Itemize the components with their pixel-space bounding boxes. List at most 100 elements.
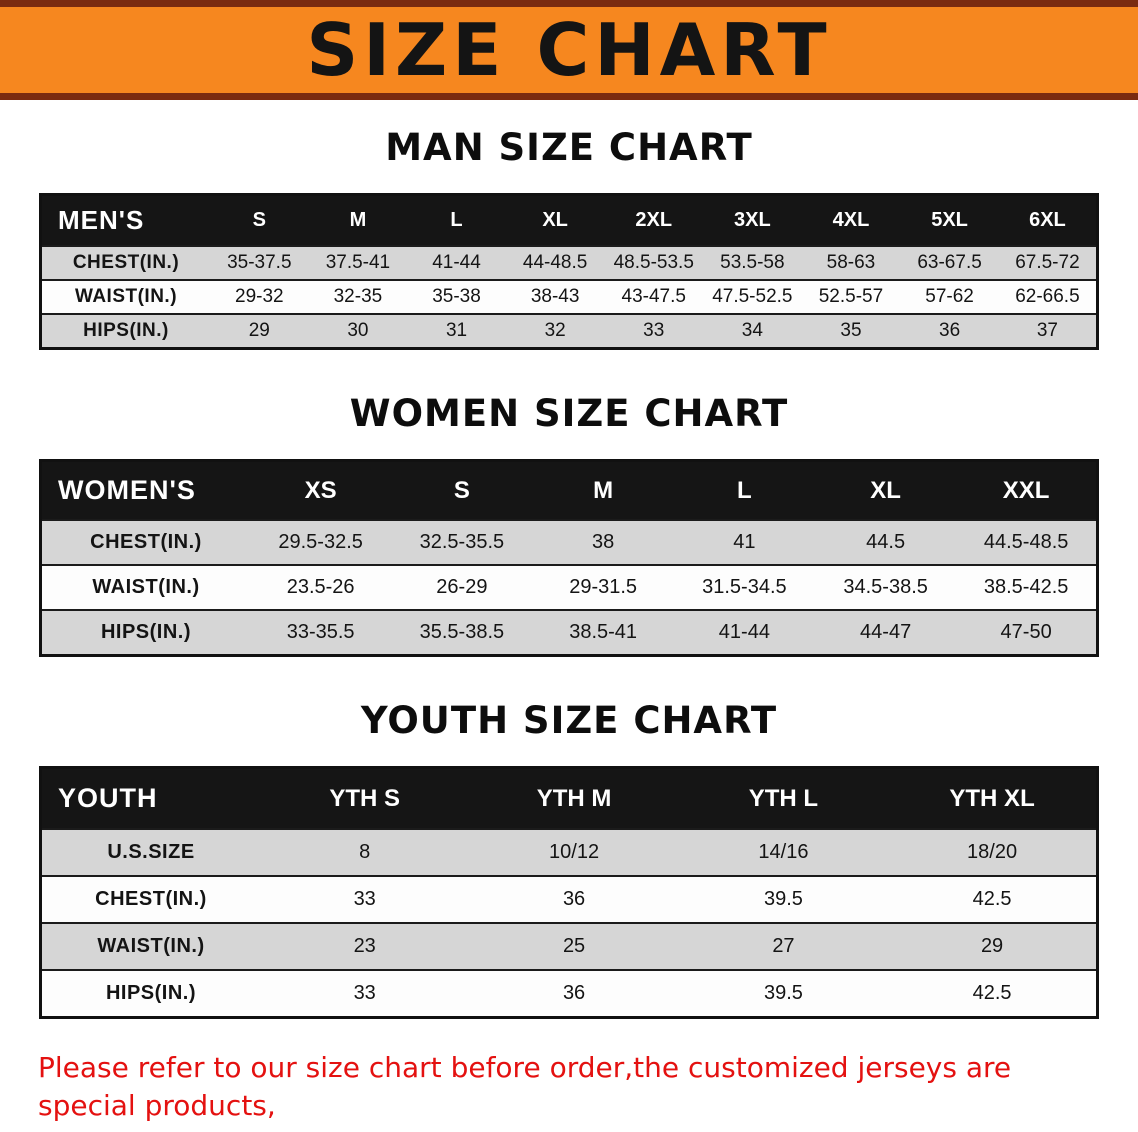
row-label: WAIST(IN.) xyxy=(40,279,210,314)
size-value: 47.5-52.5 xyxy=(703,279,802,314)
size-value: 35.5-38.5 xyxy=(391,609,533,656)
size-value: 32 xyxy=(505,313,605,349)
size-value: 39.5 xyxy=(678,875,889,923)
size-column-header: 4XL xyxy=(801,194,901,246)
size-value: 39.5 xyxy=(678,969,889,1018)
youth-size-table: YOUTH YTH S YTH M YTH L YTH XL U.S.SIZE 8 10/12… xyxy=(39,766,1099,1019)
size-value: 27 xyxy=(678,922,889,970)
size-value: 29-31.5 xyxy=(532,564,674,610)
size-value: 14/16 xyxy=(678,828,889,876)
size-value: 33 xyxy=(604,313,704,349)
size-value: 37.5-41 xyxy=(308,245,408,280)
size-value: 38.5-41 xyxy=(532,609,674,656)
table-title-cell: WOMEN'S xyxy=(40,460,250,520)
table-row: HIPS(IN.) 29 30 31 32 33 34 35 36 37 xyxy=(40,313,1098,349)
disclaimer-line-2: we don't accept cancel, change, teturn o… xyxy=(38,1125,1108,1132)
size-column-header: YTH L xyxy=(678,767,889,829)
size-column-header: M xyxy=(308,194,408,246)
size-column-header: S xyxy=(391,460,533,520)
table-row: U.S.SIZE 8 10/12 14/16 18/20 xyxy=(40,828,1098,876)
size-value: 32.5-35.5 xyxy=(391,519,533,565)
table-header-row: YOUTH YTH S YTH M YTH L YTH XL xyxy=(40,767,1098,829)
row-label: HIPS(IN.) xyxy=(40,313,210,349)
size-value: 35 xyxy=(801,313,901,349)
size-column-header: L xyxy=(407,194,506,246)
size-value: 43-47.5 xyxy=(604,279,704,314)
size-value: 36 xyxy=(469,875,679,923)
size-value: 33 xyxy=(260,875,470,923)
table-row: CHEST(IN.) 29.5-32.5 32.5-35.5 38 41 44.5 44.5… xyxy=(40,519,1098,565)
size-column-header: 3XL xyxy=(703,194,802,246)
table-row: CHEST(IN.) 33 36 39.5 42.5 xyxy=(40,875,1098,923)
size-value: 36 xyxy=(469,969,679,1018)
size-value: 35-38 xyxy=(407,279,506,314)
disclaimer-line-1: Please refer to our size chart before or… xyxy=(38,1051,1012,1122)
size-value: 35-37.5 xyxy=(210,245,309,280)
size-value: 48.5-53.5 xyxy=(604,245,704,280)
table-title-cell: MEN'S xyxy=(40,194,210,246)
size-value: 41 xyxy=(673,519,815,565)
row-label: CHEST(IN.) xyxy=(40,245,210,280)
size-value: 18/20 xyxy=(888,828,1098,876)
men-size-table: MEN'S S M L XL 2XL 3XL 4XL 5XL 6XL CHEST(IN.) 35-37… xyxy=(39,193,1099,350)
size-column-header: 6XL xyxy=(998,194,1098,246)
table-row: WAIST(IN.) 23.5-26 26-29 29-31.5 31.5-34.5 34… xyxy=(40,564,1098,610)
size-value: 33 xyxy=(260,969,470,1018)
size-column-header: XL xyxy=(505,194,605,246)
size-column-header: 5XL xyxy=(900,194,999,246)
size-value: 63-67.5 xyxy=(900,245,999,280)
table-row: CHEST(IN.) 35-37.5 37.5-41 41-44 44-48.5 48.5… xyxy=(40,245,1098,280)
size-value: 36 xyxy=(900,313,999,349)
size-value: 42.5 xyxy=(888,969,1098,1018)
row-label: U.S.SIZE xyxy=(40,828,260,876)
size-value: 34 xyxy=(703,313,802,349)
size-value: 67.5-72 xyxy=(998,245,1098,280)
size-value: 37 xyxy=(998,313,1098,349)
size-value: 53.5-58 xyxy=(703,245,802,280)
table-header-row: WOMEN'S XS S M L XL XXL xyxy=(40,460,1098,520)
table-row: HIPS(IN.) 33-35.5 35.5-38.5 38.5-41 41-44 44-… xyxy=(40,609,1098,656)
size-value: 57-62 xyxy=(900,279,999,314)
youth-section-heading: YOUTH SIZE CHART xyxy=(360,699,778,742)
row-label: WAIST(IN.) xyxy=(40,922,260,970)
size-value: 44-48.5 xyxy=(505,245,605,280)
table-row: WAIST(IN.) 29-32 32-35 35-38 38-43 43-47.5 47.… xyxy=(40,279,1098,314)
size-value: 41-44 xyxy=(673,609,815,656)
size-value: 10/12 xyxy=(469,828,679,876)
size-column-header: YTH M xyxy=(469,767,679,829)
table-row: WAIST(IN.) 23 25 27 29 xyxy=(40,922,1098,970)
size-value: 29 xyxy=(888,922,1098,970)
size-value: 52.5-57 xyxy=(801,279,901,314)
size-column-header: M xyxy=(532,460,674,520)
row-label: CHEST(IN.) xyxy=(40,519,250,565)
size-value: 26-29 xyxy=(391,564,533,610)
size-value: 38.5-42.5 xyxy=(956,564,1098,610)
table-row: HIPS(IN.) 33 36 39.5 42.5 xyxy=(40,969,1098,1018)
size-value: 8 xyxy=(260,828,470,876)
size-value: 33-35.5 xyxy=(250,609,392,656)
size-value: 34.5-38.5 xyxy=(815,564,957,610)
women-size-table: WOMEN'S XS S M L XL XXL CHEST(IN.) 29.5-32.5 32.5… xyxy=(39,459,1099,657)
size-value: 44-47 xyxy=(815,609,957,656)
size-value: 32-35 xyxy=(308,279,408,314)
size-column-header: S xyxy=(210,194,309,246)
table-title-cell: YOUTH xyxy=(40,767,260,829)
row-label: HIPS(IN.) xyxy=(40,969,260,1018)
size-value: 44.5-48.5 xyxy=(956,519,1098,565)
size-value: 41-44 xyxy=(407,245,506,280)
size-column-header: 2XL xyxy=(604,194,704,246)
size-column-header: XS xyxy=(250,460,392,520)
size-value: 47-50 xyxy=(956,609,1098,656)
size-value: 42.5 xyxy=(888,875,1098,923)
row-label: HIPS(IN.) xyxy=(40,609,250,656)
size-value: 44.5 xyxy=(815,519,957,565)
row-label: WAIST(IN.) xyxy=(40,564,250,610)
size-column-header: XL xyxy=(815,460,957,520)
size-value: 31 xyxy=(407,313,506,349)
size-value: 23 xyxy=(260,922,470,970)
size-value: 25 xyxy=(469,922,679,970)
banner-title: SIZE CHART xyxy=(306,8,832,92)
size-chart-banner: SIZE CHART xyxy=(0,0,1138,100)
size-value: 38-43 xyxy=(505,279,605,314)
size-value: 29 xyxy=(210,313,309,349)
